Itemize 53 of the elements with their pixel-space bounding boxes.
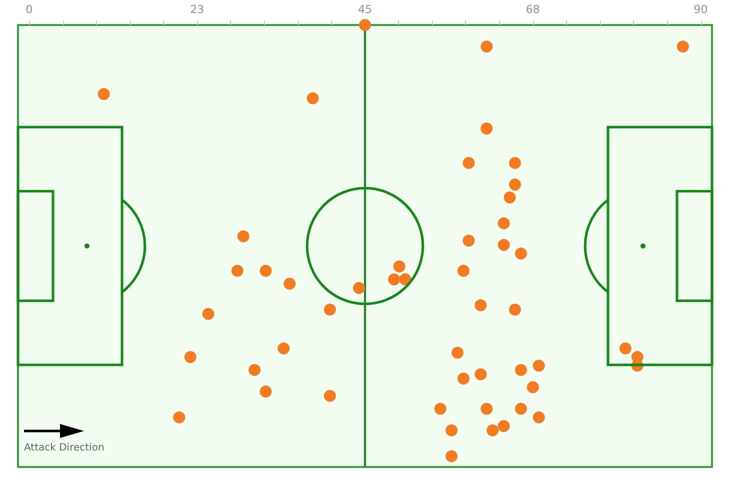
point (619, 342, 632, 354)
point (462, 234, 475, 247)
point (474, 368, 487, 380)
point (98, 88, 110, 100)
point (514, 364, 527, 376)
point (480, 402, 493, 415)
point (458, 372, 470, 385)
point (248, 364, 261, 376)
x-tick-label: 45 (358, 3, 372, 16)
point (532, 411, 545, 424)
point (284, 278, 296, 290)
point (498, 238, 510, 251)
point (434, 402, 446, 415)
point (480, 122, 493, 134)
point (462, 156, 475, 169)
point (324, 304, 336, 316)
point (474, 299, 487, 312)
point (260, 264, 272, 277)
point (260, 386, 272, 398)
x-tick-label: 68 (526, 3, 540, 16)
point (498, 420, 510, 432)
point (458, 264, 470, 277)
point (514, 248, 527, 260)
point (173, 411, 186, 424)
point (446, 424, 458, 436)
point (393, 260, 406, 272)
point (486, 424, 499, 436)
point (388, 273, 400, 286)
point (532, 360, 545, 372)
x-tick-label: 23 (190, 3, 204, 16)
x-tick-label: 90 (694, 3, 708, 16)
point (278, 342, 290, 354)
point (202, 308, 214, 320)
point (676, 40, 689, 53)
point (526, 381, 539, 394)
point (184, 351, 196, 364)
point (498, 217, 510, 230)
point (353, 282, 366, 294)
point (231, 264, 244, 277)
point (446, 450, 458, 462)
point (306, 92, 319, 104)
point (452, 346, 464, 359)
point (480, 40, 493, 53)
point (514, 402, 527, 415)
point (504, 191, 516, 204)
annotation: Attack Direction (24, 442, 104, 454)
x-tick-label: 0 (26, 3, 33, 16)
point (509, 304, 521, 316)
point (324, 390, 336, 402)
point (237, 230, 250, 242)
point (359, 19, 371, 31)
point (509, 178, 521, 191)
point (509, 156, 521, 169)
